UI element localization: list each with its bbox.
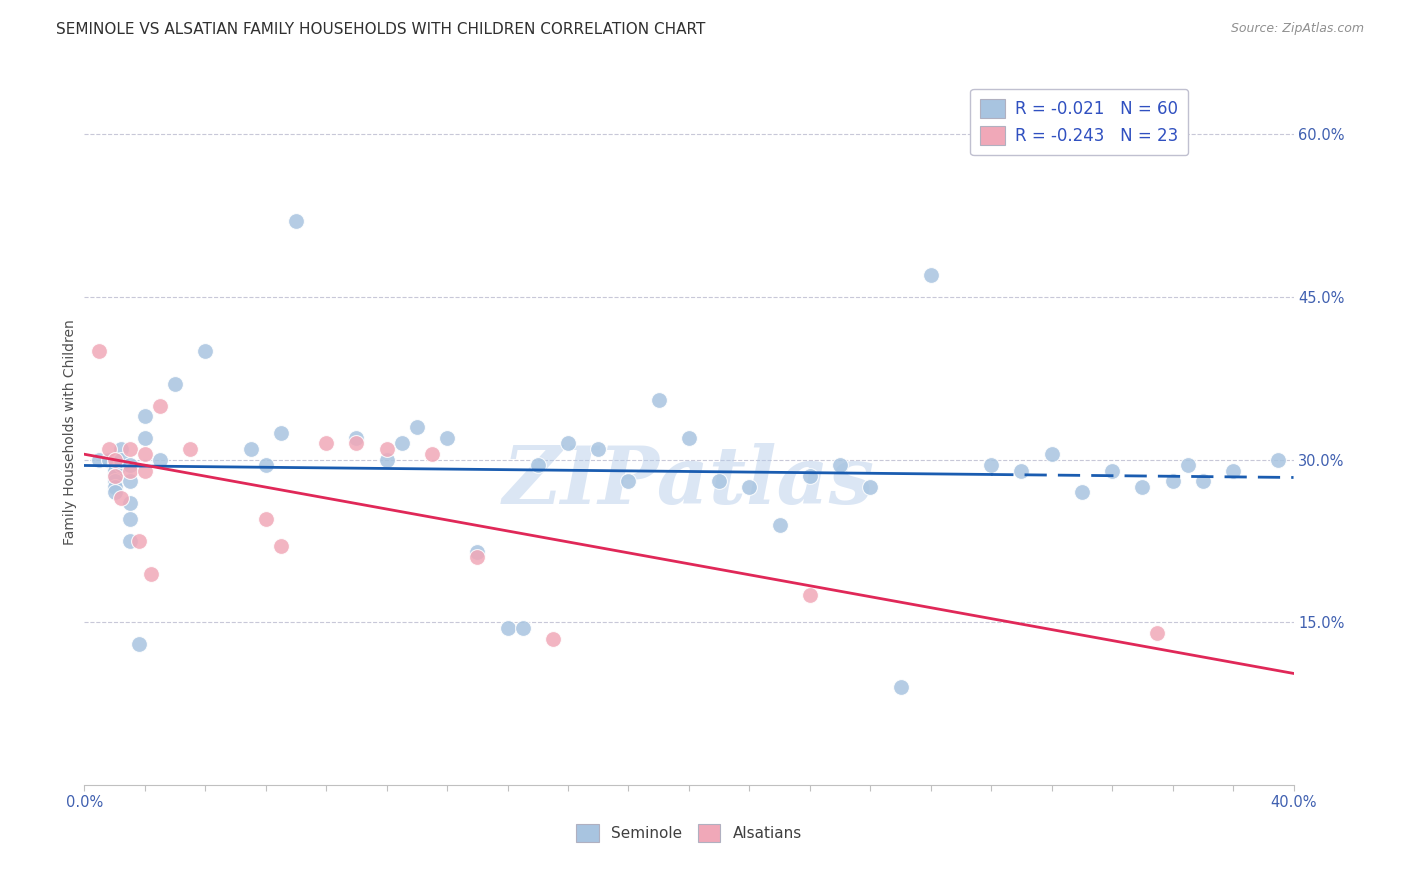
- Point: [496, 621, 519, 635]
- Point: [139, 566, 162, 581]
- Point: [1192, 475, 1215, 489]
- Point: [254, 458, 277, 472]
- Point: [1161, 475, 1184, 489]
- Point: [97, 442, 120, 456]
- Point: [346, 431, 368, 445]
- Legend: Seminole, Alsatians: Seminole, Alsatians: [569, 818, 808, 847]
- Point: [467, 550, 489, 565]
- Point: [179, 442, 201, 456]
- Point: [104, 452, 127, 467]
- Point: [89, 344, 111, 359]
- Point: [512, 621, 534, 635]
- Point: [890, 681, 912, 695]
- Point: [285, 214, 308, 228]
- Point: [1130, 480, 1153, 494]
- Point: [980, 458, 1002, 472]
- Point: [134, 464, 156, 478]
- Point: [557, 436, 579, 450]
- Point: [617, 475, 640, 489]
- Point: [1071, 485, 1094, 500]
- Point: [1146, 626, 1168, 640]
- Point: [769, 517, 792, 532]
- Point: [270, 540, 292, 554]
- Point: [830, 458, 852, 472]
- Point: [104, 464, 127, 478]
- Point: [149, 452, 172, 467]
- Point: [104, 485, 127, 500]
- Point: [346, 436, 368, 450]
- Point: [375, 452, 398, 467]
- Y-axis label: Family Households with Children: Family Households with Children: [63, 319, 77, 546]
- Text: Source: ZipAtlas.com: Source: ZipAtlas.com: [1230, 22, 1364, 36]
- Point: [375, 442, 398, 456]
- Point: [588, 442, 610, 456]
- Point: [1040, 447, 1063, 461]
- Point: [149, 399, 172, 413]
- Point: [1267, 452, 1289, 467]
- Point: [104, 458, 127, 472]
- Point: [104, 469, 127, 483]
- Point: [134, 431, 156, 445]
- Point: [104, 469, 127, 483]
- Point: [118, 442, 141, 456]
- Point: [799, 469, 821, 483]
- Point: [1011, 464, 1033, 478]
- Point: [165, 376, 187, 391]
- Point: [104, 475, 127, 489]
- Point: [527, 458, 550, 472]
- Text: ZIPatlas: ZIPatlas: [503, 443, 875, 521]
- Point: [738, 480, 761, 494]
- Point: [134, 409, 156, 424]
- Point: [104, 480, 127, 494]
- Point: [110, 458, 132, 472]
- Point: [648, 393, 671, 408]
- Point: [194, 344, 217, 359]
- Point: [134, 447, 156, 461]
- Point: [420, 447, 443, 461]
- Point: [89, 452, 111, 467]
- Point: [97, 452, 120, 467]
- Point: [859, 480, 882, 494]
- Point: [541, 632, 564, 646]
- Point: [118, 458, 141, 472]
- Text: SEMINOLE VS ALSATIAN FAMILY HOUSEHOLDS WITH CHILDREN CORRELATION CHART: SEMINOLE VS ALSATIAN FAMILY HOUSEHOLDS W…: [56, 22, 706, 37]
- Point: [239, 442, 262, 456]
- Point: [1177, 458, 1199, 472]
- Point: [110, 452, 132, 467]
- Point: [110, 491, 132, 505]
- Point: [678, 431, 700, 445]
- Point: [467, 545, 489, 559]
- Point: [436, 431, 458, 445]
- Point: [1101, 464, 1123, 478]
- Point: [254, 512, 277, 526]
- Point: [118, 534, 141, 549]
- Point: [391, 436, 413, 450]
- Point: [118, 496, 141, 510]
- Point: [118, 475, 141, 489]
- Point: [128, 637, 150, 651]
- Point: [128, 534, 150, 549]
- Point: [110, 442, 132, 456]
- Point: [1222, 464, 1244, 478]
- Point: [920, 268, 942, 283]
- Point: [118, 464, 141, 478]
- Point: [709, 475, 731, 489]
- Point: [104, 464, 127, 478]
- Point: [799, 588, 821, 602]
- Point: [406, 420, 429, 434]
- Point: [315, 436, 337, 450]
- Point: [118, 512, 141, 526]
- Point: [270, 425, 292, 440]
